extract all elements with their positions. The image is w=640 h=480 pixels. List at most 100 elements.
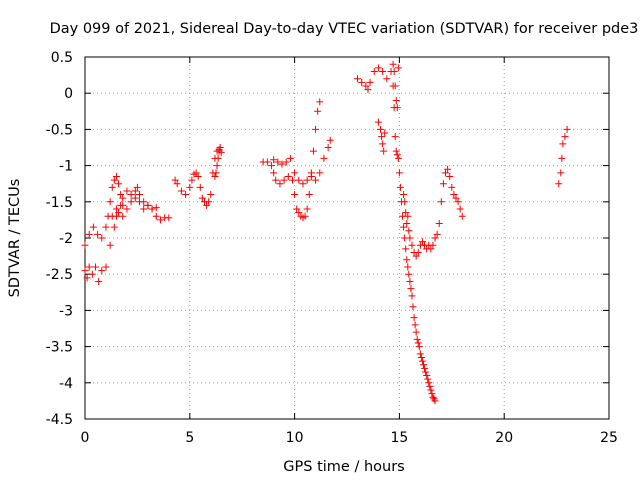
data-point xyxy=(173,180,181,188)
data-point xyxy=(119,194,127,202)
data-point xyxy=(415,343,423,351)
data-point xyxy=(401,198,409,206)
data-point xyxy=(404,263,412,271)
y-tick-label: -2.5 xyxy=(46,267,73,283)
data-point xyxy=(442,169,450,177)
y-tick-label: -1 xyxy=(59,159,73,175)
y-tick-labels: 0.5 0 -0.5 -1 -1.5 -2 -2.5 -3 -3.5 -4 -4.5 xyxy=(46,50,73,428)
data-point xyxy=(561,133,569,141)
data-point xyxy=(407,285,415,293)
data-point xyxy=(106,241,114,249)
y-tick-label: -1.5 xyxy=(46,195,73,211)
data-point xyxy=(112,205,120,213)
data-point xyxy=(211,172,219,180)
data-point xyxy=(450,191,458,199)
data-point xyxy=(263,158,271,166)
data-point xyxy=(431,397,439,405)
x-axis-label: GPS time / hours xyxy=(283,459,404,475)
data-point xyxy=(305,191,313,199)
data-point xyxy=(456,205,464,213)
data-point xyxy=(320,154,328,162)
data-point xyxy=(295,209,303,217)
data-point xyxy=(272,176,280,184)
data-point xyxy=(358,78,366,86)
data-point xyxy=(452,194,460,202)
data-point xyxy=(135,191,143,199)
data-point xyxy=(414,248,422,256)
data-point xyxy=(411,321,419,329)
data-point xyxy=(422,368,430,376)
data-point xyxy=(439,180,447,188)
data-point xyxy=(431,234,439,242)
data-point xyxy=(123,187,131,195)
data-points xyxy=(81,60,571,405)
x-tick-label: 0 xyxy=(81,430,90,446)
data-point xyxy=(316,98,324,106)
data-point xyxy=(555,180,563,188)
data-point xyxy=(192,169,200,177)
data-point xyxy=(316,169,324,177)
data-point xyxy=(421,364,429,372)
data-point xyxy=(117,201,125,209)
data-point xyxy=(309,147,317,155)
data-point xyxy=(289,176,297,184)
y-tick-label: -0.5 xyxy=(46,122,73,138)
chart-title: Day 099 of 2021, Sidereal Day-to-day VTE… xyxy=(50,21,639,37)
data-point xyxy=(303,176,311,184)
data-point xyxy=(412,328,420,336)
data-point xyxy=(312,125,320,133)
data-point xyxy=(448,183,456,191)
data-point xyxy=(286,154,294,162)
data-point xyxy=(391,133,399,141)
data-point xyxy=(405,270,413,278)
data-point xyxy=(390,67,398,75)
y-tick-label: -3.5 xyxy=(46,340,73,356)
data-point xyxy=(88,270,96,278)
axis-ticks xyxy=(84,56,610,420)
data-point xyxy=(403,220,411,228)
data-point xyxy=(362,82,370,90)
data-point xyxy=(108,183,116,191)
data-point xyxy=(148,205,156,213)
plot-frame xyxy=(84,56,610,420)
data-point xyxy=(85,230,93,238)
data-point xyxy=(291,169,299,177)
data-point xyxy=(156,216,164,224)
data-point xyxy=(152,212,160,220)
data-point xyxy=(131,194,139,202)
data-point xyxy=(394,154,402,162)
data-point xyxy=(276,180,284,188)
data-point xyxy=(426,382,434,390)
data-point xyxy=(403,256,411,264)
data-point xyxy=(144,201,152,209)
data-point xyxy=(106,198,114,206)
data-point xyxy=(110,223,118,231)
data-point xyxy=(171,176,179,184)
data-point xyxy=(268,162,276,170)
chart-grid xyxy=(85,57,609,419)
data-point xyxy=(374,64,382,72)
data-point xyxy=(379,67,387,75)
data-point xyxy=(381,129,389,137)
data-point xyxy=(83,274,91,282)
data-point xyxy=(112,172,120,180)
data-point xyxy=(405,227,413,235)
data-point xyxy=(395,169,403,177)
data-point xyxy=(95,277,103,285)
data-point xyxy=(417,353,425,361)
data-point xyxy=(418,238,426,246)
data-point xyxy=(81,267,89,275)
data-point xyxy=(205,198,213,206)
data-point xyxy=(366,78,374,86)
data-point xyxy=(314,107,322,115)
x-tick-label: 15 xyxy=(390,430,408,446)
data-point xyxy=(424,375,432,383)
data-point xyxy=(215,147,223,155)
data-point xyxy=(280,176,288,184)
data-point xyxy=(282,158,290,166)
data-point xyxy=(140,205,148,213)
x-tick-label: 20 xyxy=(495,430,513,446)
data-point xyxy=(278,160,286,168)
data-point xyxy=(140,198,148,206)
data-point xyxy=(115,209,123,217)
